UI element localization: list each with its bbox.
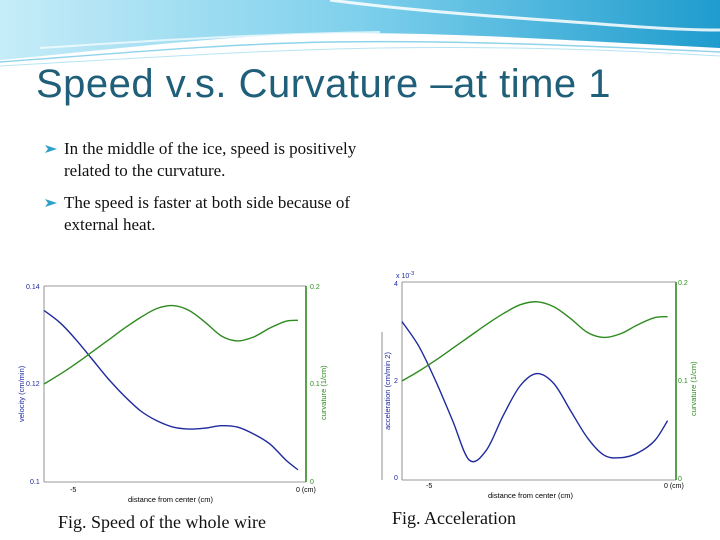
y-tick-top: 0.14	[26, 284, 40, 291]
x-tick-left: -5	[426, 483, 432, 490]
y2-tick-mid: 0.1	[678, 378, 688, 385]
curvature-line	[43, 304, 298, 385]
x-tick-right: 0 (cm)	[296, 487, 316, 494]
y2-tick-bottom: 0	[678, 476, 682, 483]
banner-wave-line	[0, 46, 720, 67]
banner-wave-line	[0, 40, 720, 63]
y-tick-bottom: 0	[394, 475, 398, 482]
acceleration-figure-caption: Fig. Acceleration	[392, 508, 516, 528]
x-axis-label: distance from center (cm)	[488, 491, 574, 500]
bullet-text: In the middle of the ice, speed is posit…	[64, 139, 357, 180]
y-axis-label: velocity (cm/min)	[17, 365, 26, 422]
speed-chart: 0.14 0.12 0.1 0.2 0.1 0 -5 0 (cm) distan…	[17, 284, 328, 504]
y-tick-top: 4	[394, 281, 398, 288]
banner-wave-highlight	[329, 0, 720, 32]
header-banner	[0, 0, 720, 67]
slide-title: Speed v.s. Curvature –at time 1	[36, 62, 612, 106]
y-exponent-label: x 10-3	[396, 271, 414, 280]
speed-axes	[43, 285, 307, 483]
bullet-arrow-icon	[45, 199, 57, 207]
y-tick-bottom: 0.1	[30, 479, 40, 486]
acceleration-chart: x 10-3 4 2 0 0.2 0.1 0 -5 0 (cm) distanc…	[381, 271, 698, 500]
bullet-text: The speed is faster at both side because…	[64, 193, 351, 234]
y-axis-label: acceleration (cm/min 2)	[383, 352, 392, 430]
y-exponent-power: -3	[409, 271, 414, 277]
y2-tick-top: 0.2	[678, 280, 688, 287]
acceleration-axes	[401, 281, 677, 481]
x-tick-left: -5	[70, 487, 76, 494]
y-exponent-base: x 10	[396, 273, 409, 280]
speed-figure-caption: Fig. Speed of the whole wire	[58, 512, 266, 532]
bullet-item: The speed is faster at both side because…	[44, 192, 374, 236]
y-tick-mid: 2	[394, 378, 398, 385]
y2-axis-label: curvature (1/cm)	[319, 365, 328, 420]
banner-wave-fill	[0, 0, 720, 60]
acceleration-line	[401, 321, 669, 463]
y2-axis-label: curvature (1/cm)	[689, 361, 698, 416]
y-tick-mid: 0.12	[26, 381, 40, 388]
y2-tick-bottom: 0	[310, 479, 314, 486]
banner-wave-highlight	[39, 31, 381, 49]
velocity-line	[43, 309, 299, 471]
y2-tick-top: 0.2	[310, 284, 320, 291]
x-axis-label: distance from center (cm)	[128, 495, 214, 504]
curvature-line	[401, 301, 668, 382]
y2-tick-mid: 0.1	[310, 381, 320, 388]
bullet-item: In the middle of the ice, speed is posit…	[44, 138, 374, 182]
bullet-arrow-icon	[45, 145, 57, 153]
x-tick-right: 0 (cm)	[664, 483, 684, 490]
bullet-list: In the middle of the ice, speed is posit…	[44, 138, 374, 246]
